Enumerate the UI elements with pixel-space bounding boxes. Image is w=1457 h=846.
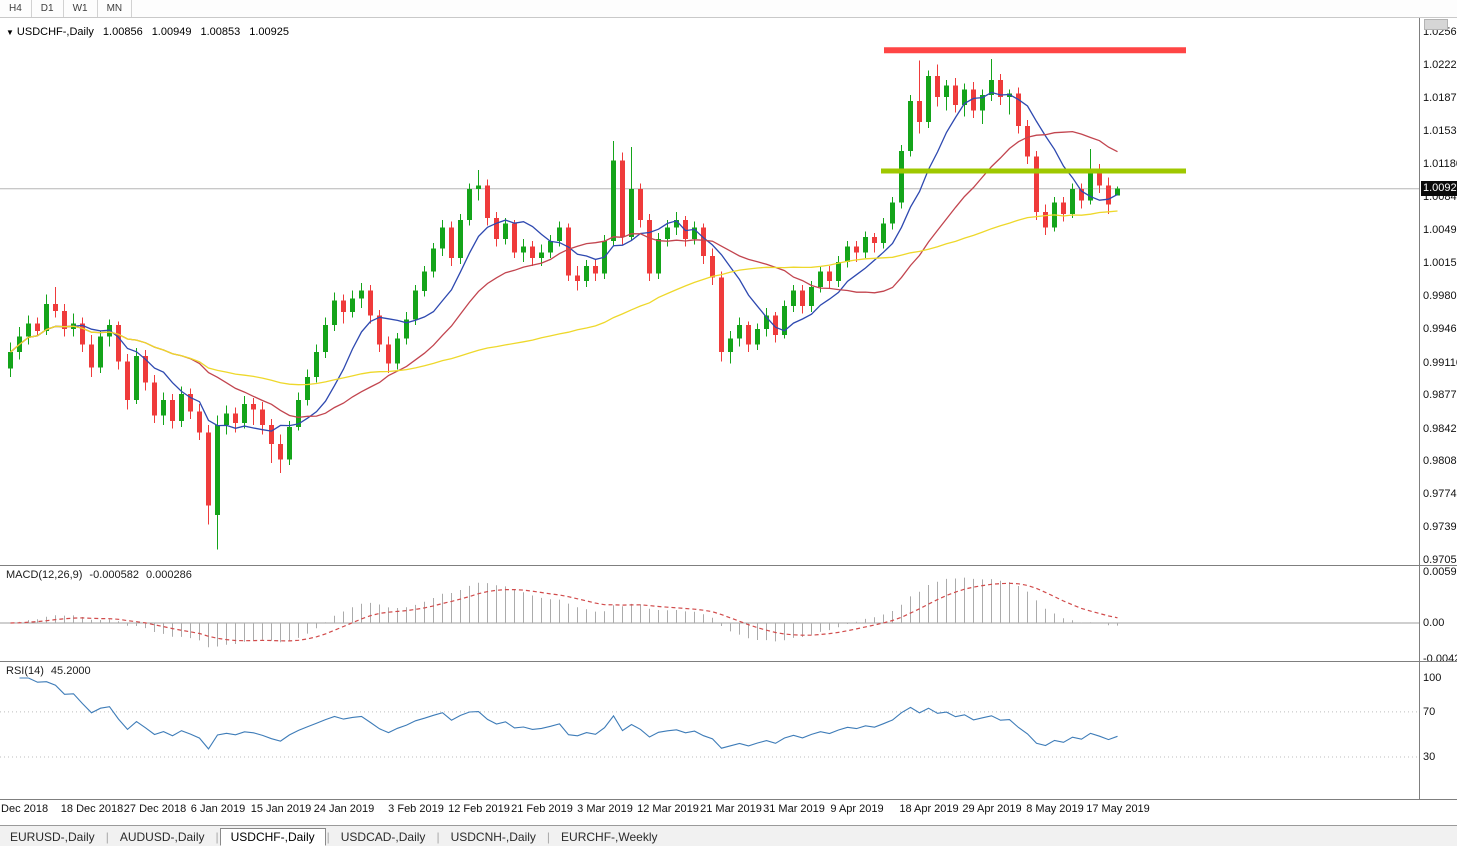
time-tick: 18 Dec 2018 — [60, 803, 124, 815]
price-tick: 1.01870 — [1423, 92, 1457, 104]
macd-panel[interactable]: MACD(12,26,9) -0.000582 0.000286 — [0, 566, 1420, 661]
time-tick: 18 Apr 2019 — [899, 803, 959, 815]
time-tick: 27 Dec 2018 — [123, 803, 187, 815]
axis-scroll-thumb[interactable] — [1424, 19, 1448, 30]
ohlc-open-value: 1.00856 — [102, 26, 143, 38]
collapse-icon[interactable]: ▼ — [6, 27, 14, 37]
time-tick: 8 May 2019 — [1026, 803, 1084, 815]
chart-tab-eurusd[interactable]: EURUSD-,Daily — [10, 830, 95, 844]
candles — [8, 58, 1120, 550]
price-tick: 1.01530 — [1423, 125, 1457, 137]
rsi-name: RSI(14) — [6, 665, 44, 677]
time-tick: 9 Apr 2019 — [830, 803, 884, 815]
time-tick: 15 Jan 2019 — [250, 803, 312, 815]
tab-separator: | — [105, 829, 109, 844]
fast-ma-line[interactable] — [10, 91, 1118, 432]
chart-symbol-period-label: USDCHF-,Daily — [16, 26, 94, 38]
macd-signal-line — [10, 582, 1118, 642]
macd-axis-tick: 0.00597 — [1423, 566, 1457, 578]
ohlc-low-value: 1.00853 — [200, 26, 241, 38]
tab-separator: | — [215, 829, 219, 844]
panel-separator[interactable] — [0, 661, 1457, 662]
rsi-canvas[interactable] — [0, 662, 1420, 799]
time-tick: 24 Jan 2019 — [313, 803, 375, 815]
macd-canvas[interactable] — [0, 566, 1420, 661]
chart-tab-usdchf[interactable]: USDCHF-,Daily — [219, 828, 326, 846]
timeframe-button-h4[interactable]: H4 — [0, 0, 32, 17]
chart-tab-usdcad[interactable]: USDCAD-,Daily — [340, 830, 426, 844]
chart-tab-eurchf[interactable]: EURCHF-,Weekly — [561, 830, 658, 844]
ohlc-close-value: 1.00925 — [249, 26, 289, 38]
macd-signal-value: 0.000286 — [145, 569, 192, 581]
time-tick: 3 Mar 2019 — [577, 803, 633, 815]
panel-separator — [0, 799, 1457, 800]
rsi-line — [19, 677, 1118, 750]
time-tick: 9 Dec 2018 — [0, 803, 49, 815]
time-tick: 12 Mar 2019 — [637, 803, 699, 815]
macd-axis-tick: -0.00424 — [1423, 653, 1457, 665]
time-tick: 3 Feb 2019 — [388, 803, 444, 815]
timeframe-button-mn[interactable]: MN — [98, 0, 133, 17]
macd-name: MACD(12,26,9) — [6, 569, 83, 581]
price-tick: 0.97050 — [1423, 554, 1457, 566]
ohlc-high-value: 1.00949 — [151, 26, 192, 38]
macd-axis-tick: 0.00 — [1423, 617, 1445, 629]
rsi-label: RSI(14) 45.2000 — [6, 665, 91, 677]
macd-main-value: -0.000582 — [89, 569, 139, 581]
price-tick: 1.01180 — [1423, 158, 1457, 170]
chart-tab-audusd[interactable]: AUDUSD-,Daily — [119, 830, 205, 844]
price-tick: 1.00490 — [1423, 224, 1457, 236]
macd-histogram — [19, 577, 1118, 648]
timeframe-toolbar: H4 D1 W1 MN — [0, 0, 1457, 18]
time-tick: 31 Mar 2019 — [763, 803, 825, 815]
time-tick: 17 May 2019 — [1086, 803, 1150, 815]
time-tick: 21 Feb 2019 — [511, 803, 573, 815]
timeframe-button-d1[interactable]: D1 — [32, 0, 64, 17]
price-chart-panel[interactable]: ▼ USDCHF-,Daily 1.00856 1.00949 1.00853 … — [0, 18, 1420, 565]
chart-tab-usdcnh[interactable]: USDCNH-,Daily — [450, 830, 536, 844]
price-tick: 1.02220 — [1423, 59, 1457, 71]
macd-axis: 0.00597 0.00 -0.00424 — [1421, 566, 1457, 665]
chart-tab-bar: EURUSD-,Daily | AUDUSD-,Daily | USDCHF-,Dail… — [0, 825, 1457, 846]
price-axis-separator — [1419, 18, 1420, 800]
price-chart-canvas[interactable] — [0, 18, 1420, 565]
price-axis: 1.025601.022201.018701.015301.011801.008… — [1421, 18, 1457, 566]
time-tick: 21 Mar 2019 — [700, 803, 762, 815]
rsi-axis-tick: 70 — [1423, 706, 1436, 718]
panel-separator[interactable] — [0, 565, 1457, 566]
rsi-panel[interactable]: RSI(14) 45.2000 — [0, 662, 1420, 799]
timeframe-button-w1[interactable]: W1 — [64, 0, 98, 17]
rsi-axis-tick: 100 — [1423, 672, 1442, 684]
rsi-axis-tick: 30 — [1423, 751, 1436, 763]
macd-label: MACD(12,26,9) -0.000582 0.000286 — [6, 569, 192, 581]
tab-separator: | — [546, 829, 551, 844]
current-price-badge: 1.00925 — [1421, 181, 1457, 196]
time-tick: 6 Jan 2019 — [190, 803, 246, 815]
slow-ma-line[interactable] — [10, 210, 1118, 386]
rsi-value: 45.2000 — [50, 665, 91, 677]
mid-ma-line[interactable] — [10, 130, 1118, 419]
time-tick: 12 Feb 2019 — [448, 803, 510, 815]
tab-separator: | — [326, 829, 330, 844]
chart-title: ▼ USDCHF-,Daily 1.00856 1.00949 1.00853 … — [6, 26, 289, 38]
tab-separator: | — [436, 829, 440, 844]
time-tick: 29 Apr 2019 — [962, 803, 1022, 815]
rsi-axis: 100 70 30 — [1421, 662, 1457, 799]
